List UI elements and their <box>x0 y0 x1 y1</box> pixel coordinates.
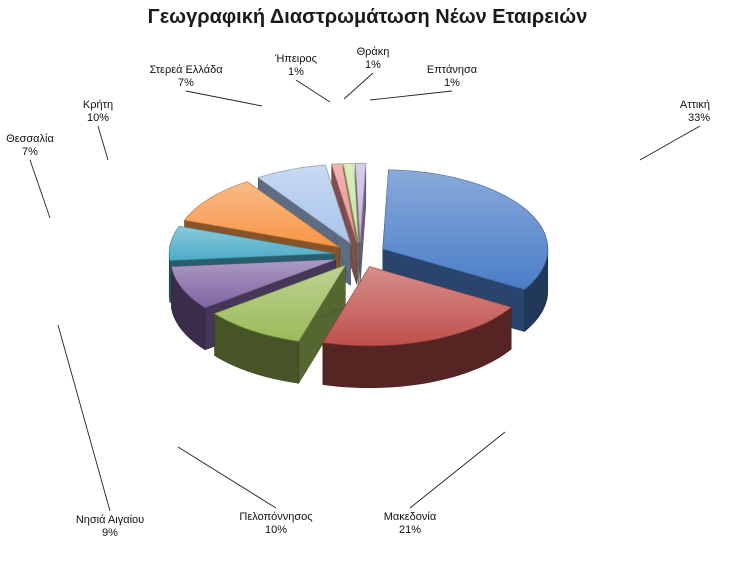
leader-line-8 <box>343 72 374 100</box>
slice-value-label-8: 1% <box>365 59 381 71</box>
chart-title: Γεωγραφική Διαστρωμάτωση Νέων Εταιρειών <box>147 6 588 28</box>
slice-sheen-2 <box>214 265 346 342</box>
slice-value-label-9: 1% <box>444 77 460 89</box>
leader-line-3 <box>57 324 111 512</box>
slice-label-0: Αττική <box>680 99 710 111</box>
slice-sheen-4 <box>169 226 335 261</box>
slice-label-1: Μακεδονία <box>384 511 437 523</box>
slice-sheen-6 <box>258 165 351 244</box>
slice-label-6: Στερεά Ελλάδα <box>149 64 223 76</box>
leader-line-9 <box>369 90 453 101</box>
leader-line-4 <box>29 159 51 219</box>
slice-sheen-8 <box>343 163 359 243</box>
leader-line-6 <box>185 90 263 107</box>
slice-label-8: Θράκη <box>357 46 390 58</box>
leader-line-2 <box>177 446 277 509</box>
slice-label-2: Πελοπόννησος <box>239 511 312 523</box>
slice-value-label-1: 21% <box>399 524 421 536</box>
slice-value-label-0: 33% <box>688 112 710 124</box>
slice-sheen-1 <box>322 266 512 346</box>
slice-value-label-4: 7% <box>22 146 38 158</box>
leader-line-0 <box>639 125 701 161</box>
slice-sheen-9 <box>355 163 366 243</box>
pie-tops <box>168 162 549 347</box>
slice-sheen-0 <box>382 169 548 290</box>
slice-label-3: Νησιά Αιγαίου <box>76 514 144 526</box>
slice-label-5: Κρήτη <box>83 99 113 111</box>
leader-line-5 <box>97 125 109 161</box>
slice-value-label-5: 10% <box>87 112 109 124</box>
slice-value-label-6: 7% <box>178 77 194 89</box>
slice-label-7: Ήπειρος <box>274 53 317 65</box>
slice-value-label-2: 10% <box>265 524 287 536</box>
leader-lines <box>29 72 701 512</box>
slice-labels: Αττική33%Μακεδονία21%Πελοπόννησος10%Νησι… <box>6 46 710 539</box>
slice-label-4: Θεσσαλία <box>6 133 54 145</box>
slice-value-label-3: 9% <box>102 527 118 539</box>
slice-label-9: Επτάνησα <box>427 64 478 76</box>
slice-sheen-7 <box>331 163 357 243</box>
leader-line-7 <box>295 79 331 103</box>
slice-value-label-7: 1% <box>288 66 304 78</box>
slice-sheen-5 <box>184 181 340 248</box>
leader-line-1 <box>409 431 506 509</box>
slice-sheen-3 <box>171 259 336 308</box>
